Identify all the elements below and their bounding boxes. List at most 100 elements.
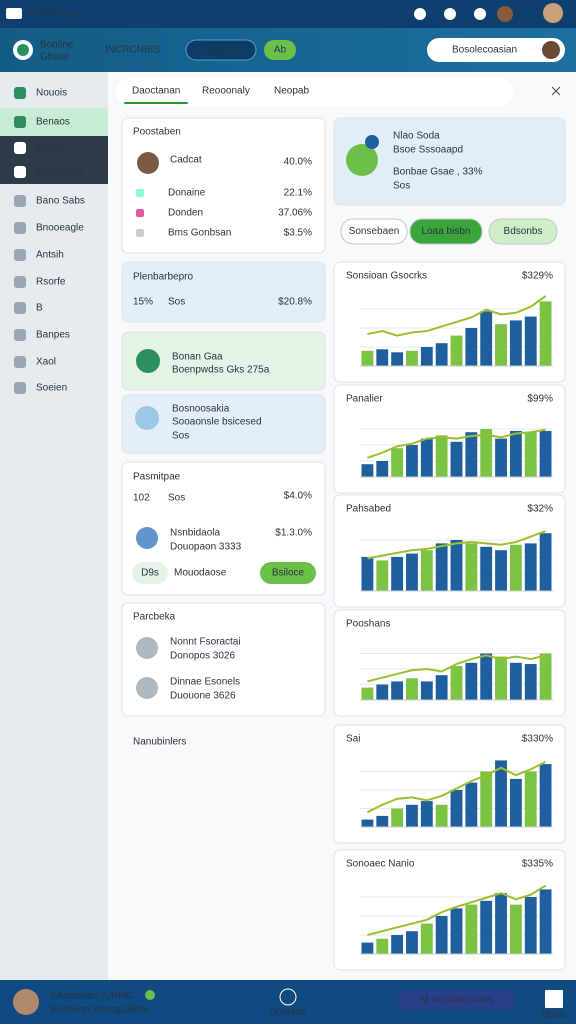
label: EAdeisoen IURNC: [50, 991, 133, 1002]
bar: [406, 804, 418, 827]
trend-line: [367, 654, 546, 683]
chart-title: Pooshans: [346, 619, 390, 630]
nav-item[interactable]: Rsorfe: [36, 277, 66, 288]
avatar: [543, 3, 563, 23]
bar: [420, 550, 433, 591]
tab[interactable]: Neopab: [274, 86, 309, 97]
bar: [361, 557, 374, 591]
label: Sos: [168, 297, 185, 308]
label: Bbsis: [542, 1010, 566, 1021]
bar: [524, 897, 537, 954]
pill[interactable]: [398, 990, 516, 1010]
label: Sooaonsle bsicesed: [172, 417, 262, 428]
nav-item[interactable]: Benaos: [36, 117, 70, 128]
card: [121, 117, 326, 254]
nav-item[interactable]: Nouois: [36, 88, 67, 99]
label[interactable]: Doonian: [269, 1007, 306, 1018]
button[interactable]: [488, 218, 558, 245]
badge[interactable]: [264, 40, 296, 60]
label: Bonan Gaa: [172, 352, 223, 363]
card: [121, 261, 326, 323]
chart-value: $99%: [527, 394, 553, 405]
bar: [509, 544, 522, 591]
nav-icon: [14, 87, 26, 99]
bar: [376, 461, 389, 477]
nav-icon: [14, 382, 26, 394]
label: Bsoe Sssoaapd: [393, 145, 463, 156]
tab[interactable]: Reooonaly: [202, 86, 250, 97]
bar: [524, 316, 537, 366]
label: Donaine: [168, 188, 206, 199]
bar: [539, 653, 552, 700]
bar: [361, 942, 374, 954]
label[interactable]: M Nooodecnbbs: [421, 995, 494, 1006]
bar: [495, 656, 507, 700]
card: [121, 602, 326, 717]
nav-item[interactable]: Soeien: [36, 383, 67, 394]
nav-item[interactable]: Antsih: [36, 250, 64, 261]
button[interactable]: [260, 562, 316, 584]
nav-item[interactable]: Bioceanes: [36, 167, 83, 178]
button[interactable]: [340, 218, 408, 245]
nav-item[interactable]: Bano Sabs: [36, 196, 85, 207]
icon: [136, 677, 158, 699]
label: D9s: [141, 568, 159, 579]
chart-title: Pahsabed: [346, 504, 391, 515]
row-icon: [136, 189, 144, 197]
nav-icon: [14, 356, 26, 368]
label[interactable]: Nkconen: [201, 45, 240, 56]
bar: [524, 771, 537, 827]
bar: [406, 350, 418, 366]
qr-code: [545, 990, 563, 1008]
label[interactable]: Bosolecoasian: [452, 45, 517, 56]
label: Bms Gonbsan: [168, 228, 231, 239]
label[interactable]: Loaa bisbn: [422, 226, 471, 237]
label: $20.8%: [278, 297, 312, 308]
top-icon: [414, 8, 426, 20]
label[interactable]: Sonsebaen: [349, 226, 400, 237]
label: Cadcat: [170, 155, 202, 166]
nav-item[interactable]: Banpes: [36, 330, 70, 341]
label[interactable]: Bsiloce: [272, 568, 305, 579]
close-icon[interactable]: [551, 86, 561, 96]
nav-icon: [14, 276, 26, 288]
bar: [539, 301, 552, 366]
tab[interactable]: Daoctanan: [132, 86, 180, 97]
nav-item[interactable]: Xaol: [36, 357, 56, 368]
label: Bosnoosakia: [172, 404, 230, 415]
label: $1.3.0%: [275, 528, 312, 539]
bar: [450, 335, 463, 366]
label[interactable]: Ab: [274, 45, 287, 56]
bar: [465, 432, 478, 477]
nav-item[interactable]: B: [36, 303, 43, 314]
chart-card: [333, 261, 566, 383]
bar: [391, 352, 404, 366]
label: 15%: [133, 297, 153, 308]
bar: [420, 438, 433, 477]
bar: [539, 889, 552, 954]
button[interactable]: [185, 39, 257, 61]
bar: [480, 900, 493, 954]
tab-bar: [116, 78, 514, 106]
bar: [435, 675, 448, 700]
label[interactable]: Bdsonbs: [504, 226, 543, 237]
bar: [450, 441, 463, 477]
nav-item[interactable]: Bnooeagle: [36, 223, 84, 234]
bar: [450, 540, 463, 591]
row-icon: [136, 229, 144, 237]
bar: [509, 904, 522, 954]
bar: [420, 681, 433, 700]
bar: [376, 684, 389, 700]
avatar: [497, 6, 513, 22]
bar: [495, 893, 507, 954]
avatar: [542, 41, 560, 59]
bar: [465, 904, 478, 954]
status-dot: [145, 990, 155, 1000]
nav-item[interactable]: Bonob: [36, 143, 65, 154]
sidebar: [0, 72, 108, 980]
search-box[interactable]: [427, 38, 565, 62]
app-title: Ekolonopai: [28, 9, 77, 20]
bar: [480, 771, 493, 827]
button[interactable]: [409, 218, 483, 245]
bar: [524, 664, 537, 700]
